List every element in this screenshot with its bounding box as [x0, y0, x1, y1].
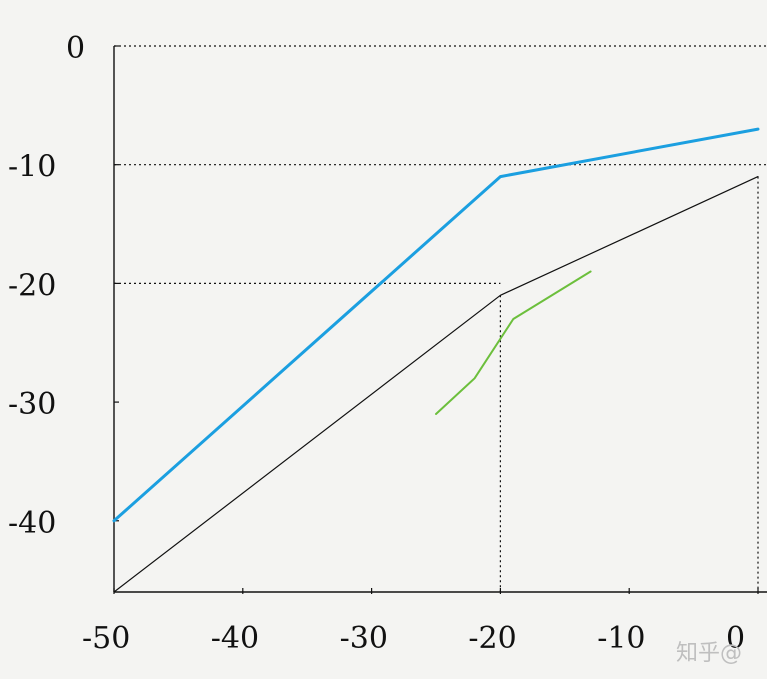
axes — [113, 46, 767, 593]
series-line-3 — [435, 270, 592, 415]
series-lines — [112, 127, 760, 593]
x-tick-label: -20 — [468, 621, 516, 656]
x-tick-label: 0 — [726, 621, 745, 656]
y-tick-label: -30 — [8, 387, 56, 422]
y-tick-labels: 0 -10 -20 -30 -40 — [8, 31, 85, 541]
y-tick-label: -40 — [8, 506, 56, 541]
series-line-2 — [113, 176, 759, 593]
y-tick-label: 0 — [66, 31, 85, 66]
x-tick-labels: -50 -40 -30 -20 -10 0 — [82, 621, 745, 656]
dotted-guide-lines — [114, 45, 767, 592]
tick-marks — [113, 45, 759, 594]
x-tick-label: -30 — [340, 621, 388, 656]
y-tick-label: -10 — [8, 150, 56, 185]
y-tick-label: -20 — [8, 268, 56, 303]
watermark-text: 知乎@ — [676, 641, 742, 666]
x-tick-label: -50 — [82, 621, 130, 656]
series-line-1 — [112, 127, 760, 523]
x-tick-label: -40 — [211, 621, 259, 656]
x-tick-label: -10 — [597, 621, 645, 656]
